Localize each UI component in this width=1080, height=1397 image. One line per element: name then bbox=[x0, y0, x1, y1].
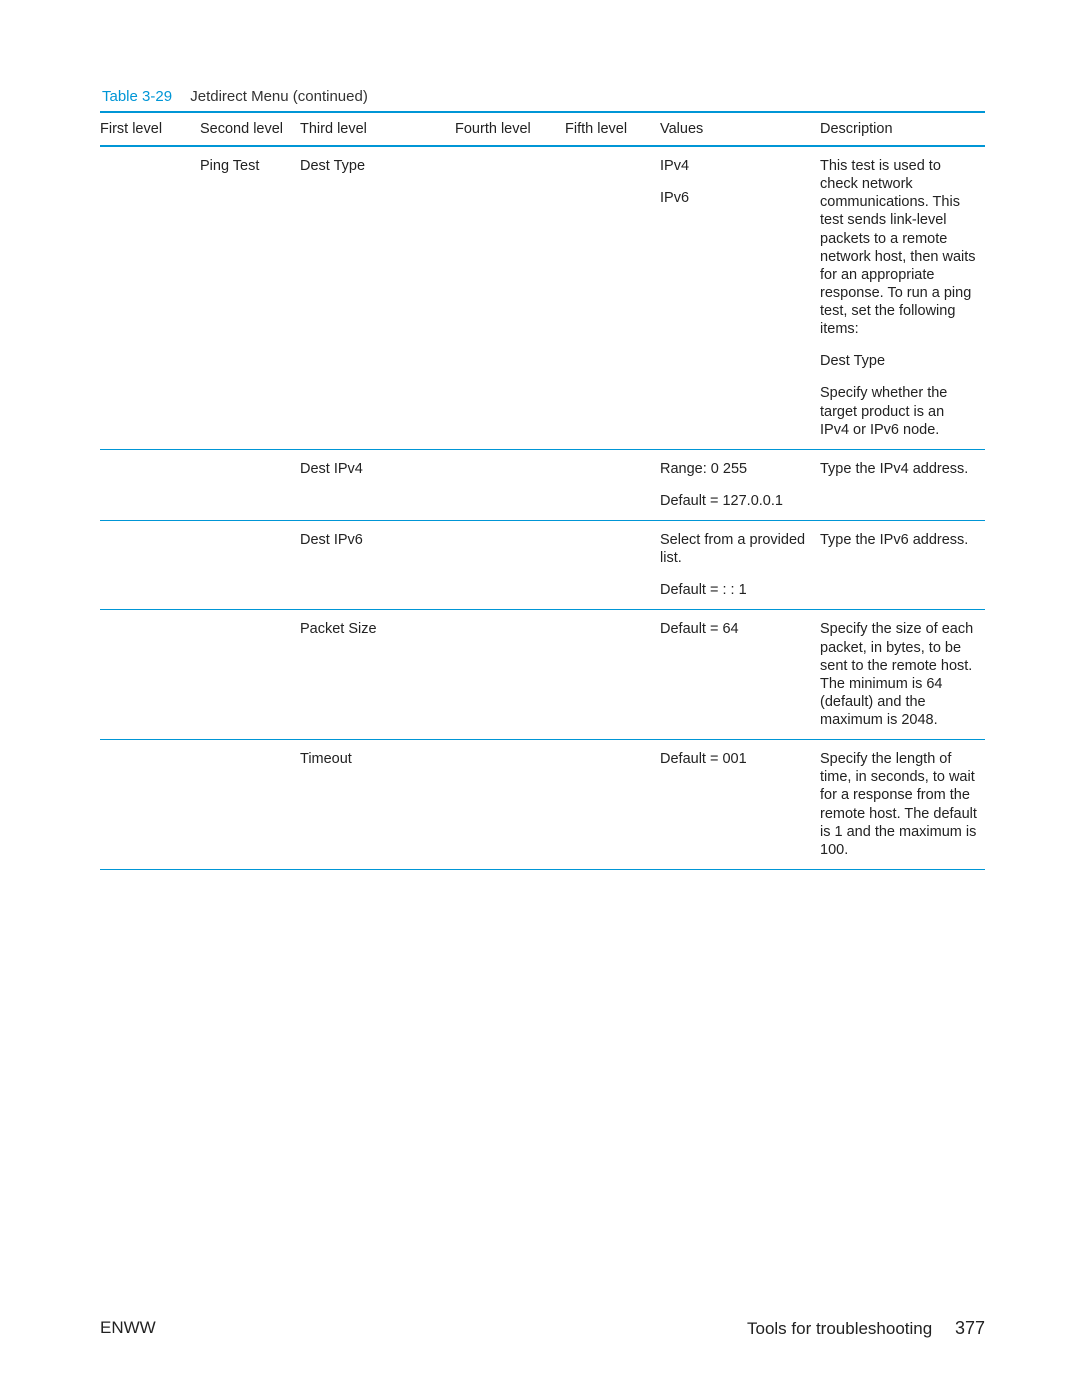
footer-left: ENWW bbox=[100, 1318, 156, 1339]
cell-first-level bbox=[100, 740, 200, 870]
cell-values: Default = 64 bbox=[660, 610, 820, 740]
cell-third-level: Dest Type bbox=[300, 146, 400, 449]
cell-fourth-level-a bbox=[400, 449, 480, 520]
values-text: Default = 64 bbox=[660, 620, 812, 638]
cell-second-level: Ping Test bbox=[200, 146, 300, 449]
cell-fifth-level bbox=[565, 740, 660, 870]
footer-section-title: Tools for troubleshooting bbox=[747, 1319, 932, 1338]
cell-values: Default = 001 bbox=[660, 740, 820, 870]
values-text: Default = 001 bbox=[660, 750, 812, 768]
description-text: Specify the size of each packet, in byte… bbox=[820, 620, 977, 729]
cell-values: Range: 0 255 Default = 127.0.0.1 bbox=[660, 449, 820, 520]
cell-third-level: Dest IPv6 bbox=[300, 521, 400, 610]
col-first-level: First level bbox=[100, 112, 200, 146]
description-text: Type the IPv4 address. bbox=[820, 460, 977, 478]
cell-third-level: Dest IPv4 bbox=[300, 449, 400, 520]
description-text: This test is used to check network commu… bbox=[820, 157, 977, 338]
cell-first-level bbox=[100, 146, 200, 449]
table-title: Jetdirect Menu (continued) bbox=[190, 88, 368, 105]
cell-second-level bbox=[200, 449, 300, 520]
cell-description: Specify the length of time, in seconds, … bbox=[820, 740, 985, 870]
col-second-level: Second level bbox=[200, 112, 300, 146]
values-text: Select from a provided list. bbox=[660, 531, 812, 567]
cell-fourth-level-a bbox=[400, 146, 480, 449]
values-text: IPv6 bbox=[660, 189, 812, 207]
cell-fourth-level-b bbox=[480, 146, 565, 449]
col-description: Description bbox=[820, 112, 985, 146]
table-number: Table 3-29 bbox=[102, 88, 172, 105]
cell-fourth-level-a bbox=[400, 740, 480, 870]
cell-description: Specify the size of each packet, in byte… bbox=[820, 610, 985, 740]
table-row: Ping Test Dest Type IPv4 IPv6 This test … bbox=[100, 146, 985, 449]
col-third-level: Third level bbox=[300, 112, 400, 146]
page-footer: ENWW Tools for troubleshooting 377 bbox=[100, 1318, 985, 1339]
cell-fifth-level bbox=[565, 521, 660, 610]
table-caption: Table 3-29 Jetdirect Menu (continued) bbox=[100, 88, 985, 105]
page-number: 377 bbox=[955, 1318, 985, 1338]
table-row: Timeout Default = 001 Specify the length… bbox=[100, 740, 985, 870]
cell-fourth-level-a bbox=[400, 521, 480, 610]
values-text: IPv4 bbox=[660, 157, 812, 175]
cell-first-level bbox=[100, 449, 200, 520]
description-text: Type the IPv6 address. bbox=[820, 531, 977, 549]
col-fourth-level-b: rth level bbox=[480, 112, 565, 146]
cell-second-level bbox=[200, 610, 300, 740]
cell-fourth-level-b bbox=[480, 449, 565, 520]
col-fourth-level-a: Fou bbox=[400, 112, 480, 146]
description-text: Specify whether the target product is an… bbox=[820, 384, 977, 438]
cell-first-level bbox=[100, 521, 200, 610]
jetdirect-menu-table: First level Second level Third level Fou… bbox=[100, 111, 985, 870]
description-text: Specify the length of time, in seconds, … bbox=[820, 750, 977, 859]
values-text: Default = : : 1 bbox=[660, 581, 812, 599]
cell-fifth-level bbox=[565, 449, 660, 520]
cell-fourth-level-a bbox=[400, 610, 480, 740]
description-text: Dest Type bbox=[820, 352, 977, 370]
table-row: Packet Size Default = 64 Specify the siz… bbox=[100, 610, 985, 740]
cell-values: IPv4 IPv6 bbox=[660, 146, 820, 449]
cell-second-level bbox=[200, 521, 300, 610]
cell-fifth-level bbox=[565, 146, 660, 449]
footer-right: Tools for troubleshooting 377 bbox=[747, 1318, 985, 1339]
table-row: Dest IPv4 Range: 0 255 Default = 127.0.0… bbox=[100, 449, 985, 520]
values-text: Range: 0 255 bbox=[660, 460, 812, 478]
cell-description: Type the IPv6 address. bbox=[820, 521, 985, 610]
cell-fourth-level-b bbox=[480, 521, 565, 610]
cell-fourth-level-b bbox=[480, 610, 565, 740]
cell-description: This test is used to check network commu… bbox=[820, 146, 985, 449]
col-fifth-level: Fifth level bbox=[565, 112, 660, 146]
cell-second-level bbox=[200, 740, 300, 870]
table-header-row: First level Second level Third level Fou… bbox=[100, 112, 985, 146]
cell-fifth-level bbox=[565, 610, 660, 740]
cell-third-level: Packet Size bbox=[300, 610, 400, 740]
values-text: Default = 127.0.0.1 bbox=[660, 492, 812, 510]
cell-description: Type the IPv4 address. bbox=[820, 449, 985, 520]
table-row: Dest IPv6 Select from a provided list. D… bbox=[100, 521, 985, 610]
cell-third-level: Timeout bbox=[300, 740, 400, 870]
col-values: Values bbox=[660, 112, 820, 146]
cell-first-level bbox=[100, 610, 200, 740]
cell-fourth-level-b bbox=[480, 740, 565, 870]
cell-values: Select from a provided list. Default = :… bbox=[660, 521, 820, 610]
